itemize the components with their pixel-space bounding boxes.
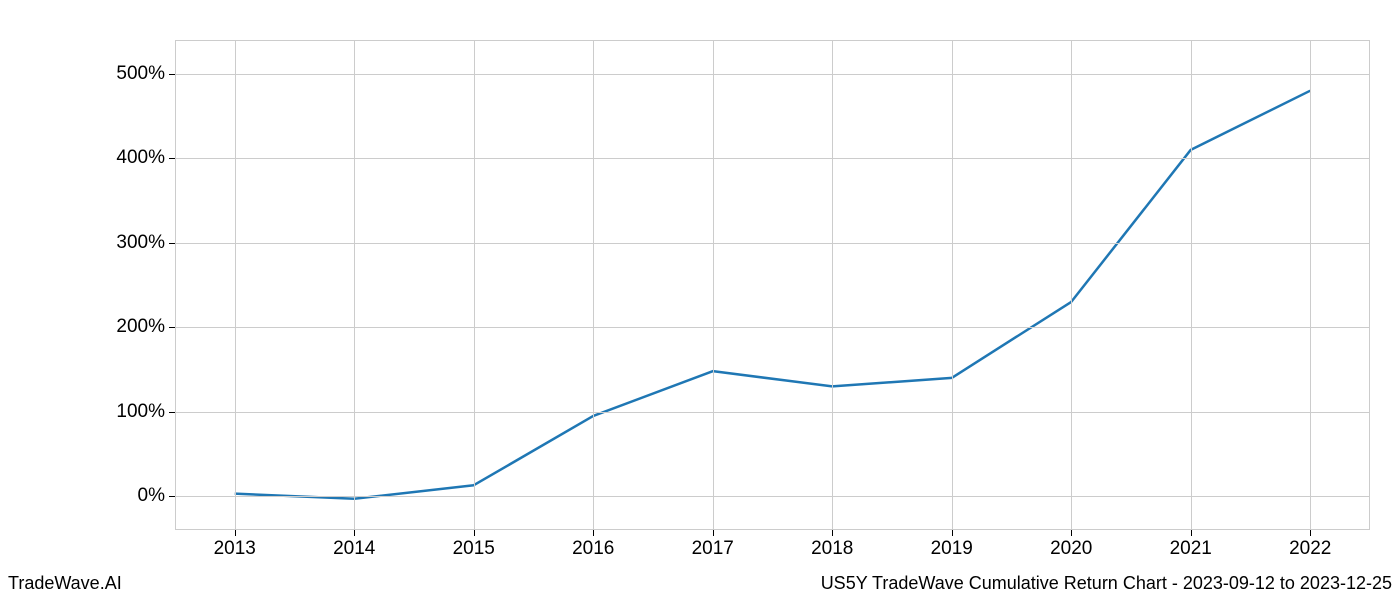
- x-tick-label: 2016: [572, 538, 614, 560]
- gridline-v: [593, 40, 594, 530]
- tick-mark-y: [169, 496, 175, 497]
- x-tick-label: 2020: [1050, 538, 1092, 560]
- tick-mark-x: [1310, 530, 1311, 536]
- y-tick-label: 300%: [116, 232, 165, 254]
- gridline-v: [952, 40, 953, 530]
- gridline-v: [713, 40, 714, 530]
- spine-right: [1369, 40, 1370, 530]
- x-tick-label: 2017: [692, 538, 734, 560]
- tick-mark-x: [354, 530, 355, 536]
- footer-right-label: US5Y TradeWave Cumulative Return Chart -…: [821, 573, 1392, 594]
- gridline-v: [832, 40, 833, 530]
- x-tick-label: 2019: [931, 538, 973, 560]
- tick-mark-x: [593, 530, 594, 536]
- tick-mark-y: [169, 412, 175, 413]
- x-tick-label: 2021: [1170, 538, 1212, 560]
- tick-mark-x: [713, 530, 714, 536]
- x-tick-label: 2018: [811, 538, 853, 560]
- spine-left: [175, 40, 176, 530]
- tick-mark-y: [169, 327, 175, 328]
- chart-container: 0% 100% 200% 300% 400% 500% 2013 2014 2015 2016 20…: [0, 0, 1400, 600]
- tick-mark-y: [169, 158, 175, 159]
- y-tick-label: 0%: [138, 485, 165, 507]
- tick-mark-x: [474, 530, 475, 536]
- tick-mark-y: [169, 74, 175, 75]
- y-tick-label: 100%: [116, 401, 165, 423]
- y-tick-label: 500%: [116, 63, 165, 85]
- x-tick-label: 2015: [453, 538, 495, 560]
- x-tick-label: 2022: [1289, 538, 1331, 560]
- tick-mark-y: [169, 243, 175, 244]
- gridline-v: [235, 40, 236, 530]
- x-tick-label: 2013: [214, 538, 256, 560]
- tick-mark-x: [832, 530, 833, 536]
- tick-mark-x: [1191, 530, 1192, 536]
- plot-area: 0%100%200%300%400%500%201320142015201620…: [175, 40, 1370, 530]
- y-tick-label: 200%: [116, 316, 165, 338]
- tick-mark-x: [235, 530, 236, 536]
- gridline-v: [354, 40, 355, 530]
- gridline-v: [1310, 40, 1311, 530]
- series-line-cumulative_return: [235, 91, 1311, 499]
- gridline-v: [1191, 40, 1192, 530]
- x-tick-label: 2014: [333, 538, 375, 560]
- tick-mark-x: [952, 530, 953, 536]
- gridline-v: [474, 40, 475, 530]
- tick-mark-x: [1071, 530, 1072, 536]
- y-tick-label: 400%: [116, 147, 165, 169]
- footer-left-label: TradeWave.AI: [8, 573, 122, 594]
- gridline-v: [1071, 40, 1072, 530]
